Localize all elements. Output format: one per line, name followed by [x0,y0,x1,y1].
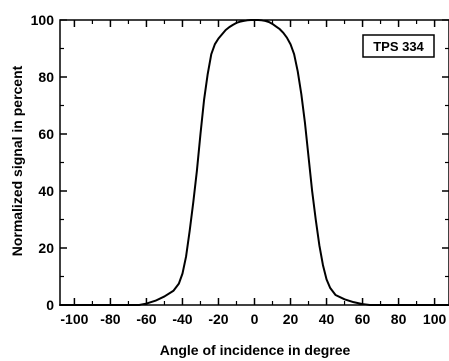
y-axis-ticks: 0 20 40 60 80 100 [31,12,449,313]
annotation-box-border [362,34,435,58]
x-tick-label: -80 [100,311,120,327]
plot-frame [59,19,449,306]
x-tick-label: -40 [172,311,192,327]
x-axis-ticks: -100 -80 -60 -40 -20 0 20 40 60 80 100 [60,20,446,327]
x-tick-label: -60 [136,311,156,327]
annotation-label: TPS 334 [373,39,424,54]
x-tick-label: 60 [355,311,371,327]
y-tick-label: 60 [38,126,54,142]
y-tick-label: 40 [38,183,54,199]
x-tick-label: -100 [60,311,88,327]
x-tick-label: 0 [251,311,259,327]
y-tick-label: 80 [38,69,54,85]
x-tick-label: 40 [319,311,335,327]
x-tick-label: 80 [391,311,407,327]
series-group [59,19,449,306]
x-axis-label: Angle of incidence in degree [160,342,351,358]
series-line-0 [59,19,449,306]
x-tick-label: 100 [423,311,447,327]
x-tick-label: -20 [208,311,228,327]
y-tick-label: 0 [46,297,54,313]
y-tick-label: 20 [38,240,54,256]
y-tick-label: 100 [31,12,55,28]
y-axis-label: Normalized signal in percent [9,65,25,256]
annotation-box: TPS 334 [362,34,435,58]
x-tick-label: 20 [283,311,299,327]
